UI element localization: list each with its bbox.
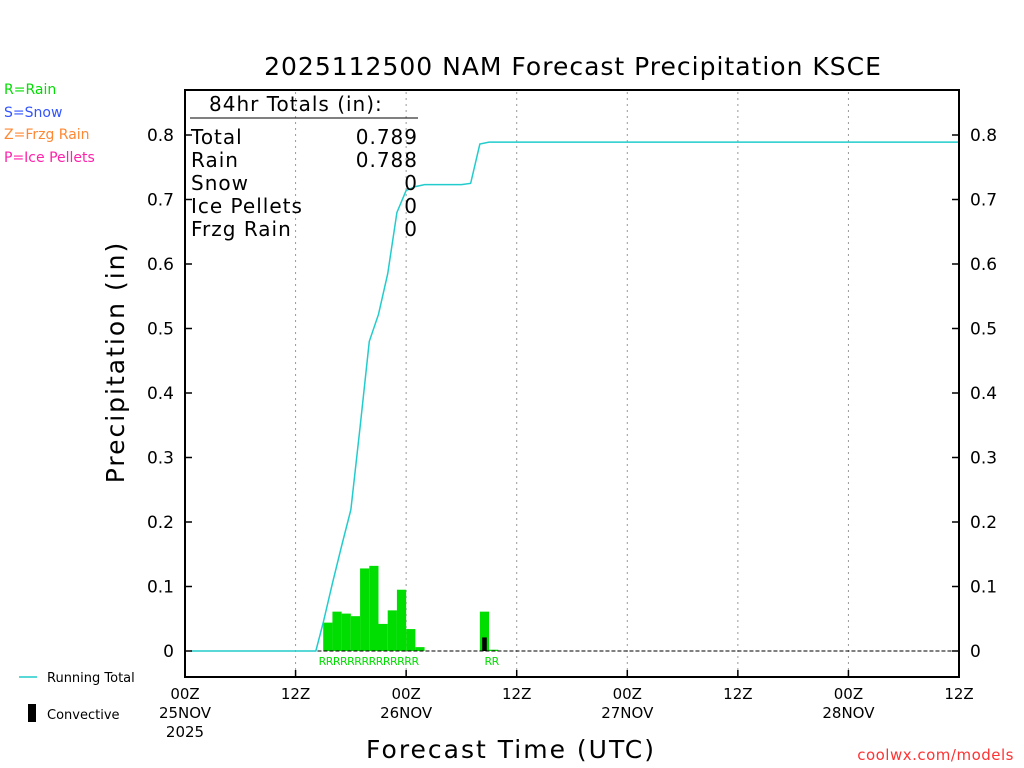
totals-row-value: 0.789	[356, 125, 418, 149]
totals-table: 84hr Totals (in): Total 0.789 Rain 0.788 Snow…	[190, 92, 418, 241]
rain-bar	[406, 629, 416, 651]
rain-bar	[341, 613, 351, 651]
y-tick-label-left: 0.4	[147, 384, 174, 404]
ptype-legend-rain: R=Rain	[4, 82, 57, 98]
ptype-legend-frzg-rain: Z=Frzg Rain	[4, 127, 90, 143]
x-tick-label: 00Z	[170, 685, 199, 703]
rain-bar	[369, 565, 379, 651]
rain-bar	[396, 589, 407, 651]
credit-text: coolwx.com/models	[857, 746, 1014, 764]
rain-bar	[489, 649, 499, 651]
y-tick-label-right: 0.5	[970, 320, 997, 340]
totals-row-value: 0	[404, 217, 418, 241]
x-axis-label: Forecast Time (UTC)	[366, 735, 656, 764]
y-tick-label-right: 0.2	[970, 513, 997, 533]
rain-bar	[378, 623, 388, 651]
running-total-legend-label: Running Total	[47, 671, 135, 686]
totals-row-label: Snow	[191, 171, 249, 195]
y-tick-label-left: 0.6	[147, 255, 174, 275]
y-tick-label-right: 0	[970, 642, 981, 662]
x-tick-label: 00Z	[391, 685, 420, 703]
gridlines	[295, 92, 849, 675]
x-tick-label: 00Z	[613, 685, 642, 703]
y-tick-label-left: 0.8	[147, 126, 174, 146]
y-axis-label: Precipitation (in)	[101, 241, 130, 484]
x-tick-label: 12Z	[723, 685, 752, 703]
x-tick-label: 25NOV	[159, 704, 212, 722]
chart-title: 2025112500 NAM Forecast Precipitation KS…	[264, 52, 882, 81]
rain-bar	[332, 611, 342, 651]
totals-heading: 84hr Totals (in):	[209, 92, 383, 116]
rain-bar	[387, 610, 397, 651]
y-tick-label-left: 0.5	[147, 320, 174, 340]
convective-legend-label: Convective	[47, 708, 120, 723]
y-tick-label-left: 0	[163, 642, 174, 662]
y-tick-label-right: 0.7	[970, 191, 997, 211]
totals-row-label: Frzg Rain	[191, 217, 292, 241]
x-tick-label: 28NOV	[822, 704, 875, 722]
y-tick-label-right: 0.1	[970, 578, 997, 598]
ptype-legend-ice-pellets: P=Ice Pellets	[4, 150, 95, 166]
y-tick-label-left: 0.2	[147, 513, 174, 533]
x-tick-label: 12Z	[281, 685, 310, 703]
totals-row-label: Total	[190, 125, 243, 149]
chart-legend: Running Total Convective	[19, 671, 135, 723]
rain-bar	[360, 568, 370, 651]
totals-row-label: Rain	[191, 148, 239, 172]
plot-frame	[184, 89, 960, 678]
y-axis-ticks: 0 00.1 0.10.2 0.20.3 0.30.4 0.40.5 0.50.6 0.60.…	[147, 126, 997, 662]
x-tick-label: 2025	[166, 723, 204, 741]
totals-row-label: Ice Pellets	[191, 194, 303, 218]
rain-bar	[350, 616, 361, 651]
ptype-marker-text: RRRRRRRRRRRRRR	[319, 655, 420, 668]
y-tick-label-right: 0.8	[970, 126, 997, 146]
totals-row-value: 0	[404, 194, 418, 218]
totals-row-value: 0.788	[356, 148, 418, 172]
bars	[323, 565, 499, 651]
y-tick-label-left: 0.7	[147, 191, 174, 211]
y-tick-label-left: 0.1	[147, 578, 174, 598]
y-tick-label-right: 0.3	[970, 449, 997, 469]
x-tick-label: 00Z	[834, 685, 863, 703]
ptype-markers: RRRRRRRRRRRRRR RR	[319, 655, 501, 668]
ptype-legend-snow: S=Snow	[4, 105, 63, 121]
rain-bar	[323, 622, 333, 651]
running-total-line	[191, 141, 959, 652]
ptype-marker-text: RR	[484, 655, 499, 668]
y-tick-label-left: 0.3	[147, 449, 174, 469]
rain-bar	[479, 611, 490, 651]
x-tick-label: 26NOV	[380, 704, 433, 722]
x-tick-label: 12Z	[944, 685, 973, 703]
y-tick-label-right: 0.4	[970, 384, 997, 404]
y-tick-label-right: 0.6	[970, 255, 997, 275]
rain-bar	[415, 647, 425, 651]
x-tick-label: 12Z	[502, 685, 531, 703]
totals-row-value: 0	[404, 171, 418, 195]
x-tick-label: 27NOV	[601, 704, 654, 722]
convective-bar	[482, 637, 487, 651]
convective-legend-swatch	[28, 704, 36, 722]
